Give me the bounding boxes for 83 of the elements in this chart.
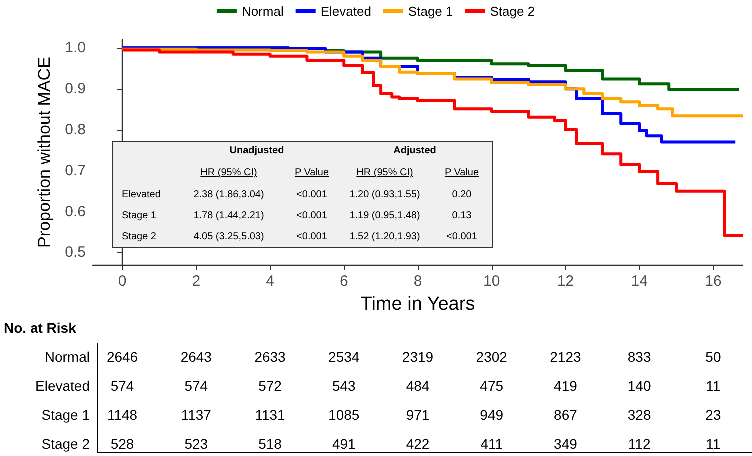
text: 2646 [106,349,138,365]
text: 475 [480,378,504,394]
annotation: 1.52 (1.20,1.93) [350,232,420,242]
x-axis-title: Time in Years [360,294,476,315]
y-tick-label: 0.9 [65,80,86,98]
text: 23 [706,407,722,423]
text: 50 [706,349,722,365]
annotation: Stage 2 [122,232,156,242]
y-tick-label: 0.5 [65,244,86,262]
text: 411 [480,436,504,452]
annotation: <0.001 [446,232,478,242]
annotation: 0.20 [452,190,472,200]
text: 949 [480,407,504,423]
legend-label: Normal [242,4,284,19]
annotation: HR (95% CI) [200,168,258,178]
annotation: 2.38 (1.86,3.04) [194,190,264,200]
x-tick-label: 4 [266,273,274,290]
annotation: <0.001 [296,190,328,200]
y-tick-label: 1.0 [65,40,86,57]
annotation: Adjusted [394,146,436,156]
annotation: <0.001 [296,210,328,222]
x-tick-label: 12 [557,273,574,290]
text: 11 [706,378,721,394]
text: 11 [706,436,721,452]
text: 2643 [180,349,212,365]
text: 1148 [107,407,138,423]
annotation: Unadjusted [230,146,284,156]
annotation: P Value [294,168,330,178]
y-axis-title: Proportion without MACE [35,57,54,248]
text: No. at Risk [4,320,76,336]
text: 971 [406,407,430,423]
text: Stage 1 [42,407,90,423]
annotation: Stage 1 [122,210,156,222]
text: 523 [184,436,208,452]
legend-label: Elevated [320,4,372,19]
text: 491 [332,436,356,452]
annotation: 0.13 [452,210,472,222]
text: Elevated [36,378,90,394]
text: 1131 [255,407,286,423]
text: 422 [406,436,430,452]
text: 867 [554,407,578,423]
annotation: HR (95% CI) [356,168,414,178]
y-tick-label: 0.8 [65,122,86,138]
annotation: P Value [444,168,480,178]
x-tick-label: 16 [705,273,722,290]
text: 328 [628,407,652,423]
text: 2534 [328,349,360,365]
legend-label: Stage 1 [408,4,454,19]
text: 2633 [254,349,286,365]
x-tick-label: 6 [340,273,348,290]
annotation: 4.05 (3.25,5.03) [194,232,264,242]
text: 349 [554,436,578,452]
text: Normal [44,349,90,365]
x-tick-label: 10 [484,273,500,290]
x-tick-label: 8 [414,273,422,290]
y-tick-label: 0.7 [65,162,86,180]
text: Stage 2 [42,436,90,452]
text: 112 [628,436,651,452]
text: 833 [628,349,652,365]
text: 1085 [328,407,360,423]
x-tick-label: 0 [118,273,127,290]
x-tick-label: 2 [192,273,201,290]
text: 419 [554,378,578,394]
annotation: Elevated [122,190,161,200]
x-tick-label: 14 [631,273,648,290]
text: 1137 [181,407,212,423]
text: 543 [332,378,356,394]
annotation: 1.78 (1.44,2.21) [194,210,264,222]
text: 484 [406,378,430,394]
text: 574 [110,378,134,394]
y-tick-label: 0.6 [65,203,86,220]
text: 572 [258,378,282,394]
annotation: <0.001 [296,232,328,242]
annotation: 1.20 (0.93,1.55) [350,190,420,200]
text: 140 [628,378,652,394]
text: 2319 [402,349,434,365]
legend-label: Stage 2 [490,4,536,19]
text: 518 [258,436,282,452]
text: 2123 [550,349,582,365]
text: 574 [184,378,208,394]
text: 2302 [476,349,508,365]
text: 528 [110,436,134,452]
annotation: 1.19 (0.95,1.48) [350,210,420,222]
